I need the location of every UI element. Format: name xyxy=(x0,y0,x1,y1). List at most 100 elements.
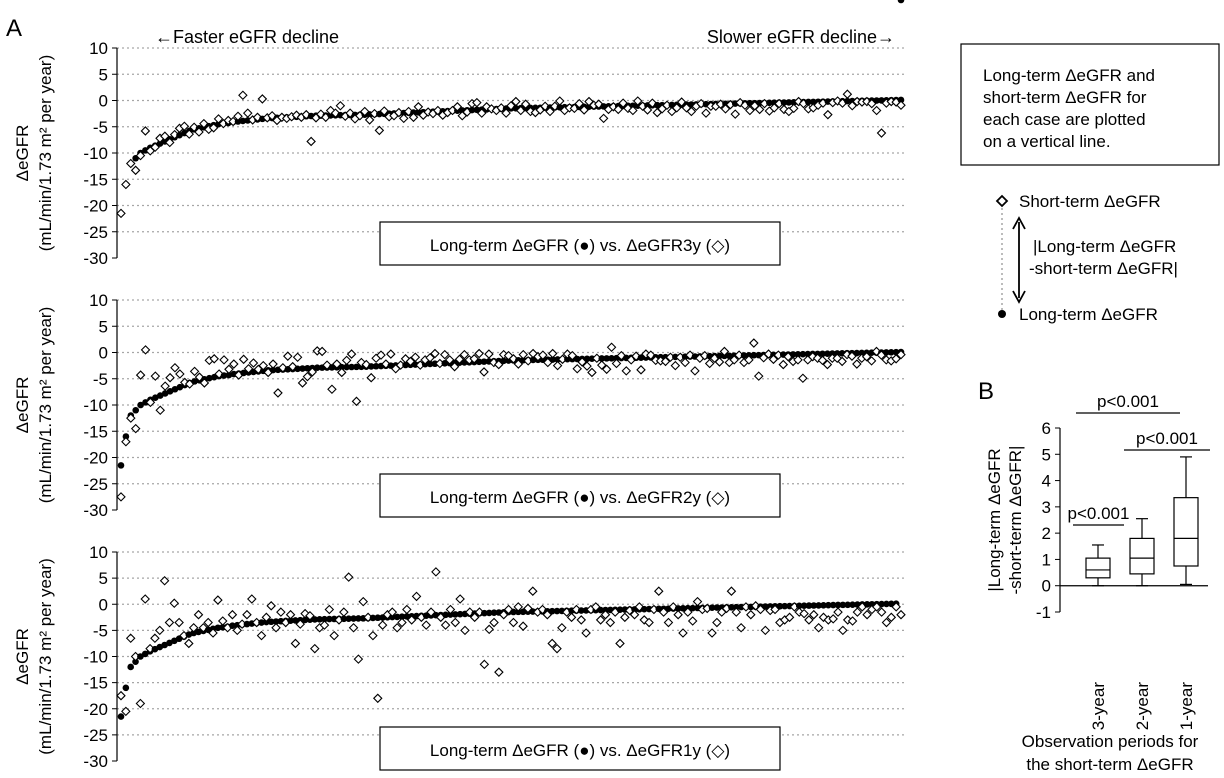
y-tick-label: 0 xyxy=(99,595,108,614)
x-tick-label: 2-year xyxy=(1133,682,1152,731)
panel-b-boxplot: 6 5 4 3 2 1 0 -1 |Long-term ΔeGFR -short-term ΔeG… xyxy=(985,392,1210,774)
y-tick-label: -1 xyxy=(1036,603,1051,622)
data-points xyxy=(116,338,906,502)
short-term-diamond xyxy=(238,90,248,101)
short-term-diamond xyxy=(744,355,754,365)
long-term-dot xyxy=(367,363,375,370)
y-tick-label: 10 xyxy=(89,543,108,562)
long-term-dot xyxy=(304,364,311,372)
short-term-diamond xyxy=(704,358,715,369)
short-term-diamond xyxy=(224,364,234,375)
long-term-dot xyxy=(583,355,591,363)
note-box-frame xyxy=(960,43,1220,166)
data-points xyxy=(116,0,906,720)
short-term-diamond xyxy=(596,360,607,370)
short-term-diamond xyxy=(164,617,175,628)
long-term-dot xyxy=(301,616,309,624)
long-term-dot xyxy=(122,684,130,692)
significance-label: p<0.001 xyxy=(1068,504,1130,523)
short-term-diamond xyxy=(644,617,654,628)
y-tick-label: 0 xyxy=(99,92,108,111)
short-term-diamond xyxy=(554,96,565,106)
long-term-dot xyxy=(127,663,134,671)
long-term-dot xyxy=(206,374,213,382)
long-term-dot xyxy=(294,365,301,373)
long-term-dot xyxy=(878,600,885,608)
short-term-diamond xyxy=(621,366,632,376)
long-term-dot xyxy=(829,601,837,609)
long-term-dot xyxy=(132,406,140,414)
long-term-dot xyxy=(240,369,247,377)
short-term-diamond xyxy=(520,99,531,109)
long-term-dot xyxy=(597,606,604,614)
legend-schematic: Short-term ΔeGFR |Long-term ΔeGFR -short… xyxy=(995,192,1178,324)
short-term-diamond xyxy=(431,567,441,577)
short-term-diamond xyxy=(135,370,146,380)
short-term-diamond xyxy=(730,109,741,119)
long-term-dot xyxy=(679,605,687,612)
long-term-dot xyxy=(603,355,610,362)
long-term-dot xyxy=(292,617,299,624)
note-line-1: Long-term ΔeGFR and xyxy=(983,66,1155,85)
y-tick-label: 10 xyxy=(89,291,108,310)
short-term-diamond xyxy=(489,617,499,628)
short-term-diamond xyxy=(847,100,858,111)
short-term-diamond xyxy=(154,625,165,636)
short-term-diamond xyxy=(150,371,161,381)
long-term-dot xyxy=(229,622,236,629)
short-term-diamond xyxy=(817,355,828,366)
y-tick-label: 5 xyxy=(99,317,108,336)
y-tick-label: -10 xyxy=(83,648,108,667)
short-term-diamond xyxy=(421,620,431,630)
short-term-diamond xyxy=(760,625,771,636)
short-term-diamond xyxy=(364,115,375,125)
short-term-diamond xyxy=(329,630,339,641)
short-term-diamond xyxy=(749,338,759,348)
short-term-diamond xyxy=(793,355,803,365)
short-term-diamond xyxy=(686,106,697,117)
long-term-dot xyxy=(393,613,401,621)
long-term-dot xyxy=(689,604,696,612)
short-term-diamond xyxy=(746,609,756,620)
short-term-diamond xyxy=(387,607,398,617)
short-term-diamond xyxy=(238,354,249,365)
long-term-dot xyxy=(372,362,380,370)
short-term-diamond xyxy=(690,366,700,376)
long-term-dot xyxy=(674,605,682,612)
long-term-dot xyxy=(564,355,571,363)
short-term-diamond xyxy=(567,350,578,361)
long-term-dot xyxy=(789,351,797,358)
short-term-diamond xyxy=(501,108,511,118)
y-tick-label: 1 xyxy=(1042,550,1051,569)
short-term-diamond xyxy=(484,624,494,635)
long-term-dot xyxy=(398,613,406,620)
short-term-diamond xyxy=(632,96,643,106)
long-term-dot xyxy=(794,350,802,358)
long-term-dot xyxy=(805,602,813,609)
short-term-diamond xyxy=(469,612,480,623)
iqr-box xyxy=(1085,557,1111,579)
short-term-diamond xyxy=(611,358,622,369)
short-term-diamond xyxy=(208,628,218,638)
short-term-diamond xyxy=(653,586,664,596)
long-term-dot xyxy=(117,462,125,469)
short-term-diamond xyxy=(606,342,617,353)
long-term-dot xyxy=(374,614,382,622)
short-term-diamond xyxy=(809,609,819,620)
long-term-dot xyxy=(858,349,866,357)
short-term-diamond xyxy=(629,609,640,620)
long-term-dot xyxy=(799,350,807,358)
short-term-diamond xyxy=(125,633,136,643)
short-term-diamond xyxy=(247,594,257,604)
short-term-diamond xyxy=(397,617,407,628)
short-term-diamond xyxy=(673,609,683,620)
short-term-diamond xyxy=(377,620,388,630)
long-term-dot xyxy=(269,366,277,374)
legend-short-term-label: Short-term ΔeGFR xyxy=(1019,192,1161,211)
short-term-diamond xyxy=(736,622,746,633)
y-axis-title-line-2: (mL/min/1.73 m² per year) xyxy=(36,307,55,504)
short-term-diamond xyxy=(523,603,533,614)
short-term-diamond xyxy=(297,378,308,388)
